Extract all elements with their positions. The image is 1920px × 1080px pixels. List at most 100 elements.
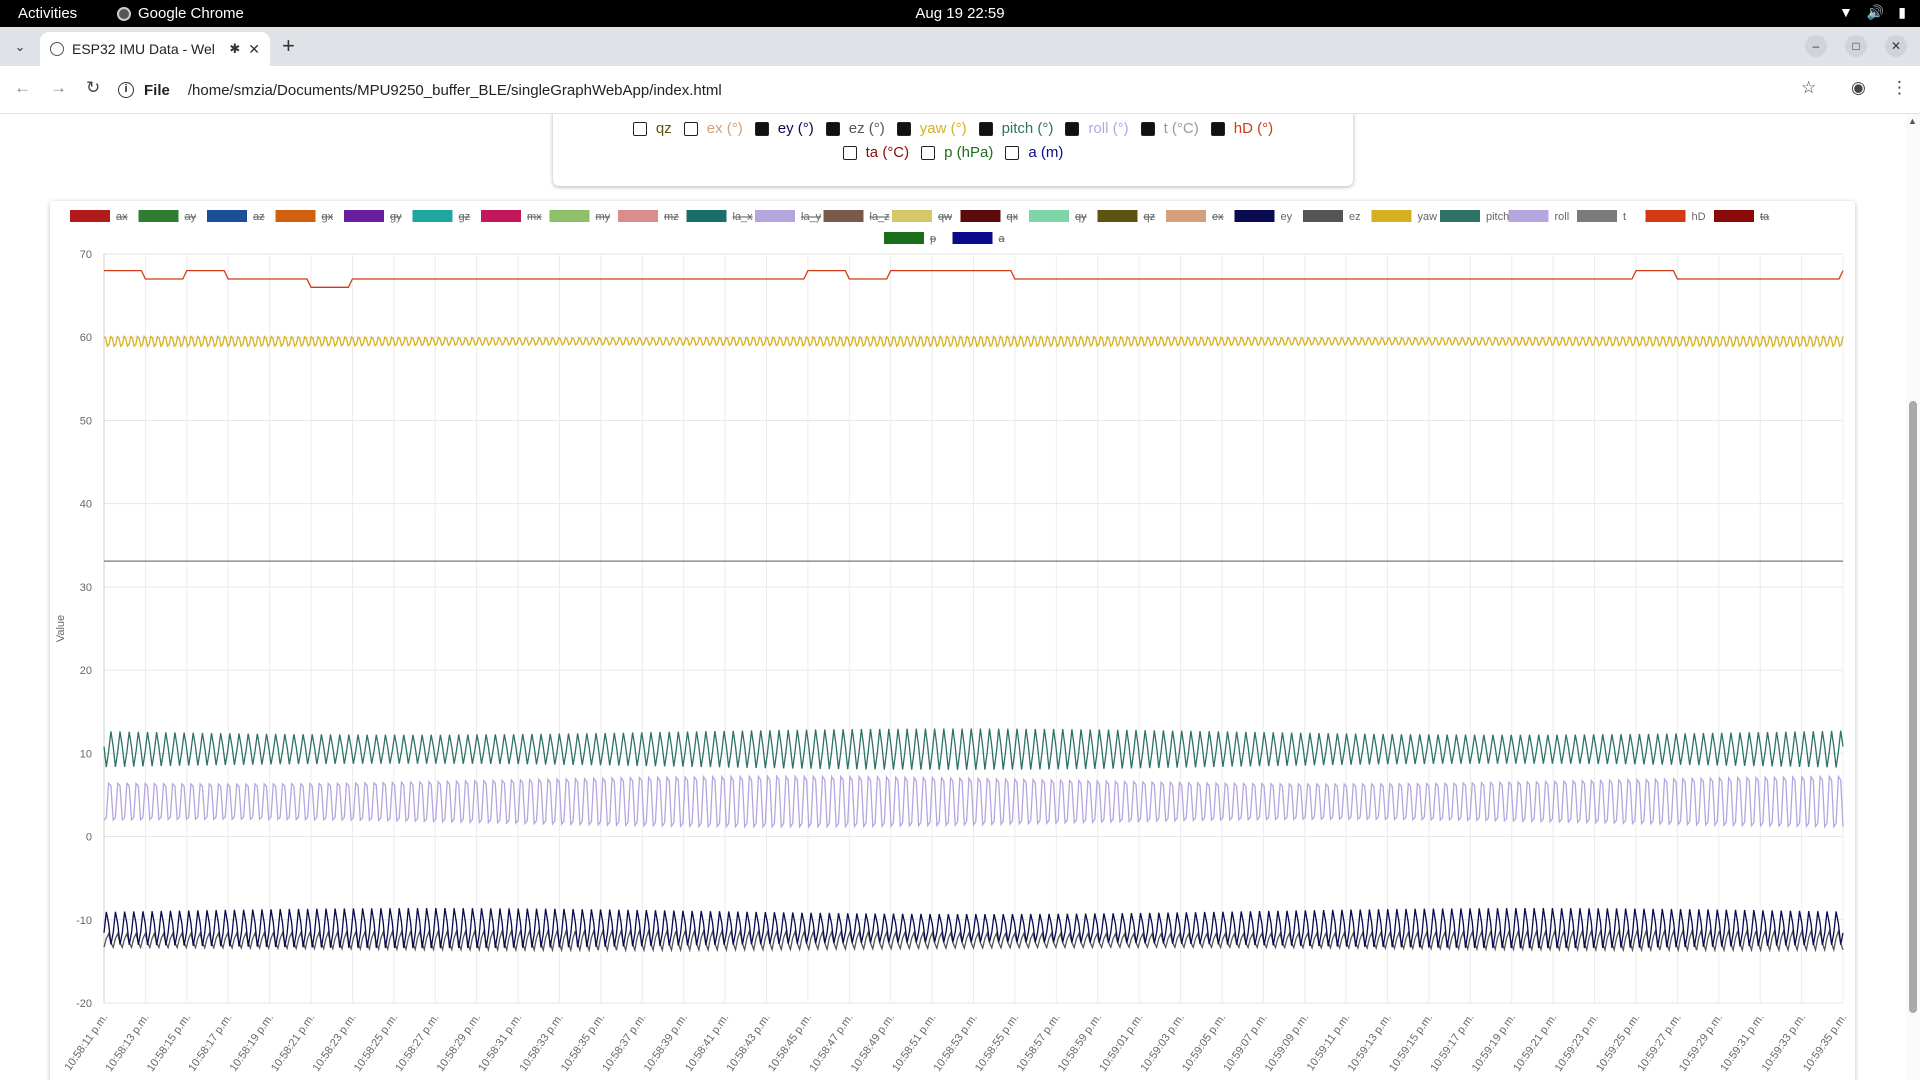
x-tick-label: 10:59:01 p.m. [1097, 1012, 1145, 1074]
checkbox[interactable] [1065, 122, 1079, 136]
address-bar[interactable]: i File /home/smzia/Documents/MPU9250_buf… [118, 72, 1818, 108]
y-tick-label: 0 [86, 832, 92, 844]
checkbox[interactable] [1211, 122, 1225, 136]
legend-label: gy [390, 211, 402, 223]
x-tick-label: 10:59:33 p.m. [1760, 1012, 1808, 1074]
x-tick-label: 10:58:39 p.m. [642, 1012, 690, 1074]
x-tick-label: 10:58:49 p.m. [849, 1012, 897, 1074]
x-tick-label: 10:58:55 p.m. [973, 1012, 1021, 1074]
legend-swatch [481, 210, 521, 222]
x-tick-label: 10:58:37 p.m. [600, 1012, 648, 1074]
system-tray[interactable]: ▼ 🔊 ▮ [1839, 4, 1906, 21]
address-scheme: File [144, 82, 170, 99]
scroll-up-arrow-icon[interactable]: ▲ [1908, 116, 1917, 126]
tab-search-chevron-icon[interactable]: ⌄ [8, 35, 32, 59]
x-tick-label: 10:58:23 p.m. [310, 1012, 358, 1074]
checkbox-label: roll (°) [1088, 120, 1128, 137]
checkbox[interactable] [826, 122, 840, 136]
checkbox-label: pitch (°) [1002, 120, 1054, 137]
series-toggle[interactable]: yaw (°) [897, 120, 967, 137]
scrollbar[interactable]: ▲ [1906, 114, 1920, 1080]
checkbox[interactable] [755, 122, 769, 136]
series-toggle[interactable]: ta (°C) [843, 144, 910, 161]
series-toggle[interactable]: t (°C) [1141, 120, 1199, 137]
x-tick-label: 10:59:05 p.m. [1180, 1012, 1228, 1074]
legend-swatch [1166, 210, 1206, 222]
forward-arrow-icon[interactable]: → [50, 78, 67, 98]
bluetooth-icon: ✱ [229, 41, 240, 57]
volume-icon: 🔊 [1867, 4, 1884, 21]
back-arrow-icon[interactable]: ← [14, 78, 31, 98]
x-tick-label: 10:58:59 p.m. [1056, 1012, 1104, 1074]
x-tick-label: 10:59:35 p.m. [1801, 1012, 1849, 1074]
new-tab-button[interactable]: + [282, 33, 295, 59]
series-toggle[interactable]: ex (°) [684, 120, 743, 137]
checkbox[interactable] [684, 122, 698, 136]
series-toggle[interactable]: pitch (°) [979, 120, 1054, 137]
series-toggle[interactable]: a (m) [1005, 144, 1063, 161]
profile-icon[interactable]: ◉ [1851, 78, 1866, 98]
checkbox[interactable] [633, 122, 647, 136]
y-tick-label: -20 [76, 998, 92, 1010]
checkbox[interactable] [921, 146, 935, 160]
close-window-button[interactable]: ✕ [1885, 35, 1907, 57]
series-toggle[interactable]: hD (°) [1211, 120, 1273, 137]
series-toggle[interactable]: roll (°) [1065, 120, 1128, 137]
legend-label: ta [1760, 211, 1770, 223]
x-tick-label: 10:59:25 p.m. [1594, 1012, 1642, 1074]
legend-swatch [1440, 210, 1480, 222]
checkbox[interactable] [1005, 146, 1019, 160]
legend-label: qy [1075, 211, 1087, 223]
clock[interactable]: Aug 19 22:59 [0, 5, 1920, 22]
x-tick-label: 10:59:09 p.m. [1263, 1012, 1311, 1074]
restore-button[interactable]: □ [1845, 35, 1867, 57]
close-tab-icon[interactable]: ✕ [248, 41, 260, 58]
menu-kebab-icon[interactable]: ⋮ [1891, 78, 1908, 98]
legend-swatch [207, 210, 247, 222]
legend-label: gz [459, 211, 471, 223]
x-tick-label: 10:59:19 p.m. [1470, 1012, 1518, 1074]
info-icon[interactable]: i [118, 82, 134, 98]
legend-label: pitch [1486, 211, 1509, 223]
legend-swatch [139, 210, 179, 222]
legend-swatch [892, 210, 932, 222]
x-tick-label: 10:58:13 p.m. [103, 1012, 151, 1074]
legend-swatch [618, 210, 658, 222]
legend-swatch [1509, 210, 1549, 222]
minimize-button[interactable]: – [1805, 35, 1827, 57]
x-tick-label: 10:59:07 p.m. [1221, 1012, 1269, 1074]
x-tick-label: 10:58:27 p.m. [393, 1012, 441, 1074]
legend-swatch [1646, 210, 1686, 222]
series-toggle[interactable]: ey (°) [755, 120, 814, 137]
checkbox[interactable] [843, 146, 857, 160]
bookmark-star-icon[interactable]: ☆ [1801, 78, 1816, 98]
checkbox[interactable] [979, 122, 993, 136]
checkbox[interactable] [897, 122, 911, 136]
address-url[interactable]: /home/smzia/Documents/MPU9250_buffer_BLE… [188, 82, 722, 99]
series-toggle[interactable]: p (hPa) [921, 144, 993, 161]
checkbox-label: p (hPa) [944, 144, 993, 161]
series-toggle[interactable]: ez (°) [826, 120, 885, 137]
legend-label: roll [1555, 211, 1570, 223]
y-tick-label: -10 [76, 915, 92, 927]
legend-swatch [1235, 210, 1275, 222]
reload-icon[interactable]: ↻ [86, 78, 100, 98]
scrollbar-thumb[interactable] [1909, 401, 1917, 1013]
line-chart[interactable]: ax ay az gx gy gz mx my mz la_x la_y la_z qw qx qy qz ex… [50, 201, 1855, 1080]
legend-swatch [550, 210, 590, 222]
tab-title: ESP32 IMU Data - Wel [72, 41, 221, 57]
x-tick-label: 10:58:53 p.m. [932, 1012, 980, 1074]
checkbox-label: a (m) [1028, 144, 1063, 161]
system-top-bar: Activities Google Chrome Aug 19 22:59 ▼ … [0, 0, 1920, 27]
checkbox[interactable] [1141, 122, 1155, 136]
x-tick-label: 10:58:29 p.m. [435, 1012, 483, 1074]
series-toggle[interactable]: qz [633, 120, 672, 137]
legend-swatch [1577, 210, 1617, 222]
legend-label: mz [664, 211, 679, 223]
legend-swatch [1303, 210, 1343, 222]
tab-active[interactable]: ESP32 IMU Data - Wel ✱ ✕ [40, 32, 270, 66]
checkbox-label: ez (°) [849, 120, 885, 137]
y-axis-label: Value [55, 615, 67, 642]
legend-label: qz [1144, 211, 1156, 223]
legend-label: yaw [1418, 211, 1438, 223]
